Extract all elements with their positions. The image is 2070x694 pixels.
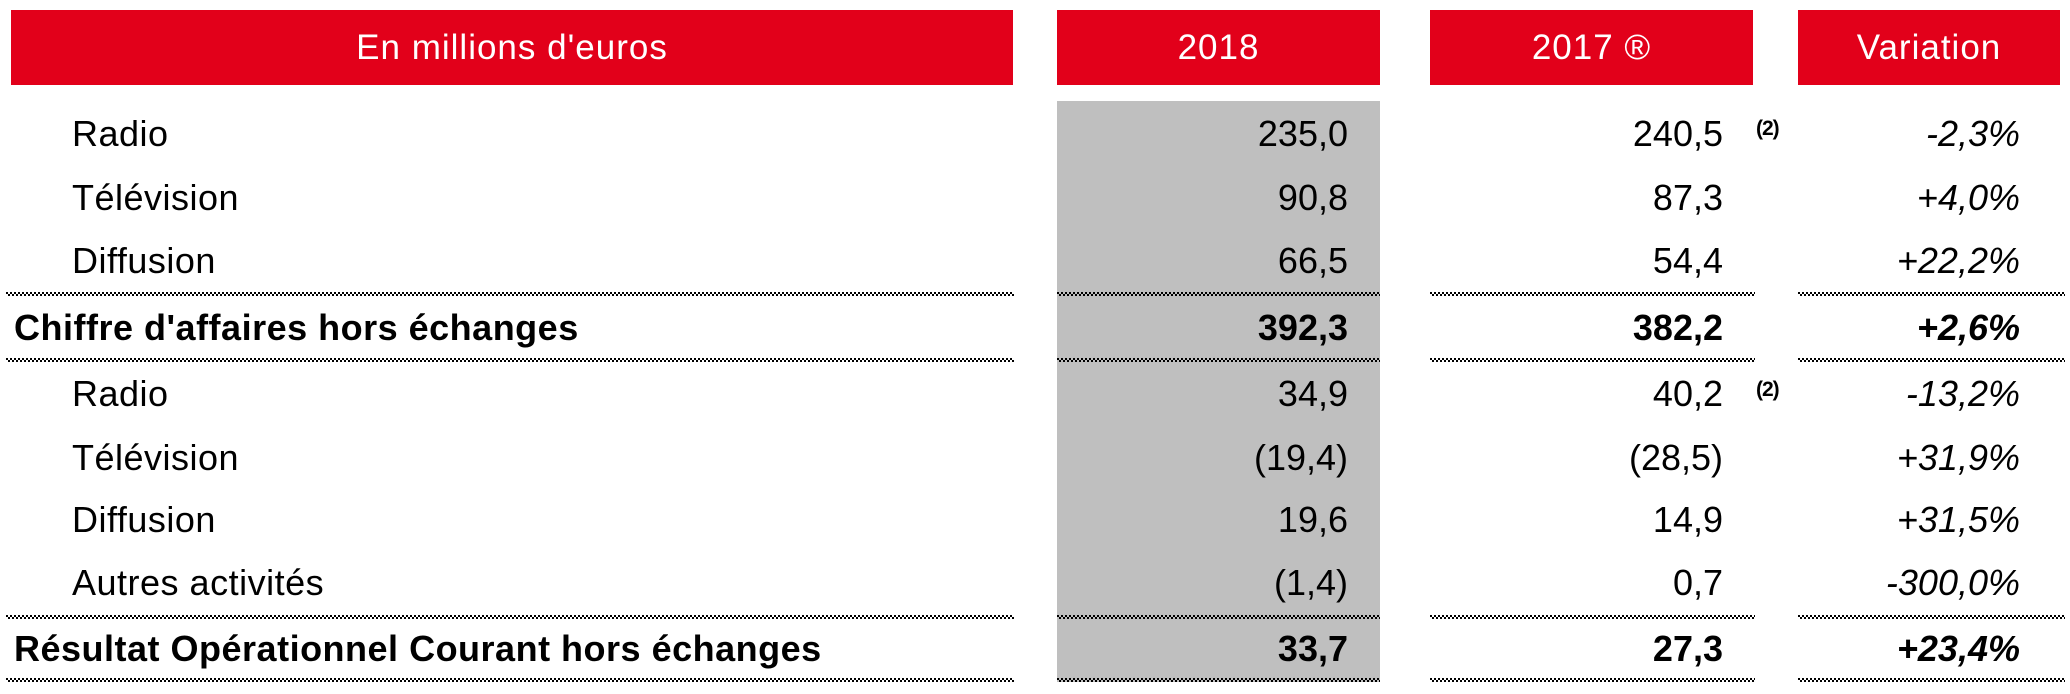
- table-row-radio-revenue: Radio 235,0 240,5 (2) -2,3%: [0, 101, 2070, 166]
- row-divider: [0, 292, 2070, 296]
- value-variation: +4,0%: [1916, 176, 2020, 218]
- value-2017: 240,5 (2): [1430, 101, 1780, 166]
- row-label: Télévision: [72, 176, 240, 218]
- divider-segment: [1798, 292, 2065, 296]
- value-2017: (28,5): [1628, 436, 1723, 478]
- column-header-2017: 2017 ®: [1430, 10, 1753, 85]
- value-variation: -13,2%: [1905, 373, 2020, 414]
- value-2017: 0,7: [1672, 562, 1723, 603]
- column-header-unit: En millions d'euros: [11, 10, 1013, 85]
- value-2018: 33,7: [1277, 628, 1348, 669]
- value-variation: +23,4%: [1896, 628, 2020, 669]
- table-row-total-revenue: Chiffre d'affaires hors échanges 392,3 3…: [0, 296, 2070, 360]
- value-2017: 14,9: [1652, 499, 1723, 540]
- value-2017: 40,2 (2): [1430, 362, 1780, 426]
- divider-segment: [1430, 678, 1755, 682]
- row-label: Chiffre d'affaires hors échanges: [14, 307, 579, 348]
- divider-segment: [6, 292, 1014, 296]
- row-label: Radio: [72, 112, 169, 154]
- value-2017: 382,2: [1632, 307, 1723, 348]
- value-2017-number: 40,2: [1652, 373, 1723, 414]
- gray-column-highlight: [1057, 101, 1380, 682]
- row-divider: [0, 678, 2070, 682]
- table-row-total-operating-result: Résultat Opérationnel Courant hors échan…: [0, 618, 2070, 680]
- value-variation: -2,3%: [1925, 112, 2020, 154]
- row-label: Diffusion: [72, 240, 216, 281]
- row-label: Diffusion: [72, 499, 216, 540]
- table-row-radio-result: Radio 34,9 40,2 (2) -13,2%: [0, 362, 2070, 426]
- divider-segment: [1057, 678, 1380, 682]
- value-2018: (19,4): [1253, 436, 1348, 478]
- divider-segment: [1430, 358, 1755, 362]
- divider-segment: [1798, 615, 2065, 619]
- column-header-2018: 2018: [1057, 10, 1380, 85]
- value-variation: +31,9%: [1896, 436, 2020, 478]
- value-variation: -300,0%: [1885, 562, 2020, 603]
- divider-segment: [1430, 615, 1755, 619]
- row-label: Autres activités: [72, 562, 325, 603]
- value-2017: 27,3: [1652, 628, 1723, 669]
- value-2017-number: 240,5: [1632, 112, 1723, 154]
- value-2018: 392,3: [1257, 307, 1348, 348]
- row-label: Résultat Opérationnel Courant hors échan…: [14, 628, 822, 669]
- value-variation: +31,5%: [1896, 499, 2020, 540]
- footnote-ref: (2): [1756, 378, 1780, 401]
- table-row-autres-activites: Autres activités (1,4) 0,7 -300,0%: [0, 551, 2070, 615]
- divider-segment: [1057, 358, 1380, 362]
- table-row-television-result: Télévision (19,4) (28,5) +31,9%: [0, 426, 2070, 489]
- value-2018: (1,4): [1273, 562, 1348, 603]
- divider-segment: [6, 678, 1014, 682]
- divider-segment: [1430, 292, 1755, 296]
- value-2018: 34,9: [1277, 373, 1348, 414]
- value-2018: 66,5: [1277, 240, 1348, 281]
- row-divider: [0, 615, 2070, 619]
- divider-segment: [1798, 358, 2065, 362]
- row-label: Radio: [72, 373, 169, 414]
- table-row-diffusion-result: Diffusion 19,6 14,9 +31,5%: [0, 489, 2070, 551]
- divider-segment: [6, 358, 1014, 362]
- column-header-variation: Variation: [1798, 10, 2060, 85]
- row-divider: [0, 358, 2070, 362]
- value-variation: +2,6%: [1916, 307, 2020, 348]
- footnote-ref: (2): [1756, 117, 1780, 140]
- value-2018: 90,8: [1277, 176, 1348, 218]
- row-label: Télévision: [72, 436, 240, 478]
- divider-segment: [6, 615, 1014, 619]
- value-2017: 54,4: [1652, 240, 1723, 281]
- value-2018: 19,6: [1277, 499, 1348, 540]
- value-2017: 87,3: [1652, 176, 1723, 218]
- value-2018: 235,0: [1257, 112, 1348, 154]
- table-row-television-revenue: Télévision 90,8 87,3 +4,0%: [0, 166, 2070, 229]
- table-row-diffusion-revenue: Diffusion 66,5 54,4 +22,2%: [0, 229, 2070, 293]
- divider-segment: [1798, 678, 2065, 682]
- divider-segment: [1057, 615, 1380, 619]
- divider-segment: [1057, 292, 1380, 296]
- value-variation: +22,2%: [1896, 240, 2020, 281]
